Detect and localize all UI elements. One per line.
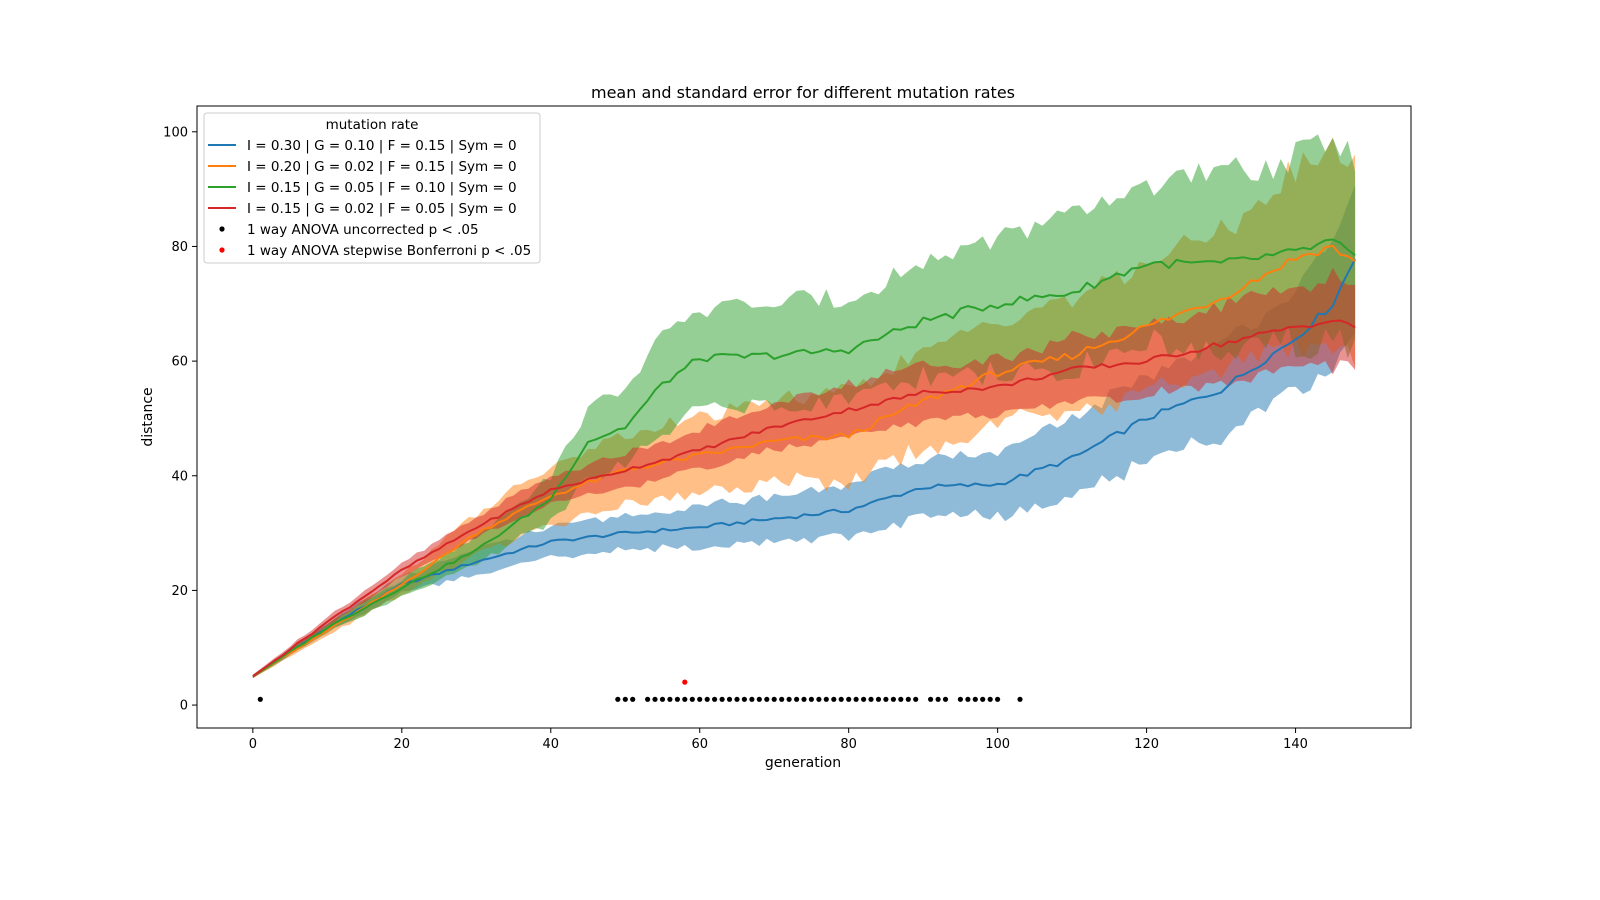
marker-1-point [652, 696, 658, 702]
marker-1-point [674, 696, 681, 702]
series-3-line [252, 238, 1356, 678]
x-tick-label: 20 [394, 737, 411, 752]
series-1-error-band [252, 185, 1356, 679]
legend-label: 1 way ANOVA stepwise Bonferroni p < .05 [247, 243, 531, 259]
y-tick-label: 0 [180, 699, 188, 714]
marker-1-point [861, 696, 867, 702]
marker-1-point [622, 696, 628, 702]
marker-1-point [756, 696, 762, 702]
y-tick-label: 60 [171, 355, 188, 370]
marker-1-point [898, 696, 904, 702]
plot-frame [196, 105, 1412, 729]
marker-1-point [905, 696, 911, 702]
legend: mutation rate I = 0.30 | G = 0.10 | F = 0… [203, 112, 541, 264]
marker-1-point [764, 696, 770, 702]
marker-1-point [838, 696, 844, 702]
marker-1-point [853, 696, 859, 702]
marker-1-point [741, 696, 748, 702]
x-tick-label: 80 [840, 737, 857, 752]
legend-label: 1 way ANOVA uncorrected p < .05 [247, 222, 479, 238]
marker-1-point [667, 696, 673, 702]
marker-1-point [749, 696, 755, 702]
series-1-line [252, 258, 1356, 678]
marker-1-point [257, 696, 263, 702]
marker-1-point [734, 696, 740, 702]
marker-1-point [935, 696, 941, 702]
legend-label: I = 0.15 | G = 0.02 | F = 0.05 | Sym = 0 [247, 201, 517, 217]
marker-1-point [972, 696, 978, 702]
marker-1-point [823, 696, 829, 702]
x-tick-label: 0 [249, 737, 257, 752]
marker-1-point [682, 696, 688, 702]
marker-1-point [980, 696, 986, 702]
legend-label: I = 0.20 | G = 0.02 | F = 0.15 | Sym = 0 [247, 159, 517, 175]
marker-1-point [831, 696, 837, 702]
marker-1-point [689, 696, 695, 702]
x-tick-label: 120 [1134, 737, 1159, 752]
error-bands [252, 134, 1356, 679]
legend-label: I = 0.30 | G = 0.10 | F = 0.15 | Sym = 0 [247, 138, 517, 154]
x-axis-ticks: 0 20 40 60 80 100 120 140 [249, 728, 1308, 752]
y-axis-ticks: 0 20 40 60 80 100 [163, 125, 197, 714]
marker-1-point [719, 696, 725, 702]
marker-1-point [995, 696, 1001, 702]
marker-2-point [682, 679, 688, 685]
legend-label: I = 0.15 | G = 0.05 | F = 0.10 | Sym = 0 [247, 180, 517, 196]
marker-1-point [942, 696, 949, 702]
marker-1-point [875, 696, 882, 702]
marker-1-point [779, 696, 785, 702]
marker-1-point [868, 696, 874, 702]
marker-1-point [697, 696, 703, 702]
x-tick-label: 140 [1283, 737, 1308, 752]
marker-1-point [801, 696, 807, 702]
marker-1-point [890, 696, 897, 702]
x-tick-label: 100 [985, 737, 1010, 752]
marker-1-point [1017, 696, 1023, 702]
marker-1-point [987, 696, 993, 702]
x-axis-label: generation [765, 755, 841, 771]
series-lines [252, 238, 1356, 678]
marker-1-point [846, 696, 852, 702]
y-tick-label: 40 [171, 469, 188, 484]
marker-1-point [630, 696, 636, 702]
marker-1-point [704, 696, 710, 702]
chart-title: mean and standard error for different mu… [591, 83, 1015, 102]
series-4-error-band [252, 267, 1356, 679]
marker-1-point [786, 696, 792, 702]
marker-1-point [913, 696, 919, 702]
legend-dot-swatch [219, 247, 225, 253]
marker-1-point [659, 696, 666, 702]
marker-1-point [883, 696, 889, 702]
legend-box [203, 112, 541, 264]
legend-dot-swatch [219, 226, 225, 232]
marker-1-point [712, 696, 718, 702]
marker-1-point [726, 696, 733, 702]
y-axis-label: distance [140, 387, 156, 446]
marker-1-point [816, 696, 822, 702]
marker-1-point [965, 696, 971, 702]
series-2-line [252, 244, 1356, 678]
y-tick-label: 20 [171, 584, 188, 599]
y-tick-label: 80 [171, 240, 188, 255]
series-4-line [252, 319, 1356, 678]
marker-1-point [771, 696, 777, 702]
marker-1-point [808, 696, 815, 702]
y-tick-label: 100 [163, 125, 188, 140]
marker-1-point [615, 696, 621, 702]
x-tick-label: 60 [691, 737, 708, 752]
significance-markers [257, 679, 1023, 702]
marker-1-point [928, 696, 934, 702]
marker-1-point [957, 696, 964, 702]
marker-1-point [794, 696, 800, 702]
legend-title: mutation rate [326, 117, 419, 133]
x-tick-label: 40 [542, 737, 559, 752]
marker-1-point [645, 696, 651, 702]
